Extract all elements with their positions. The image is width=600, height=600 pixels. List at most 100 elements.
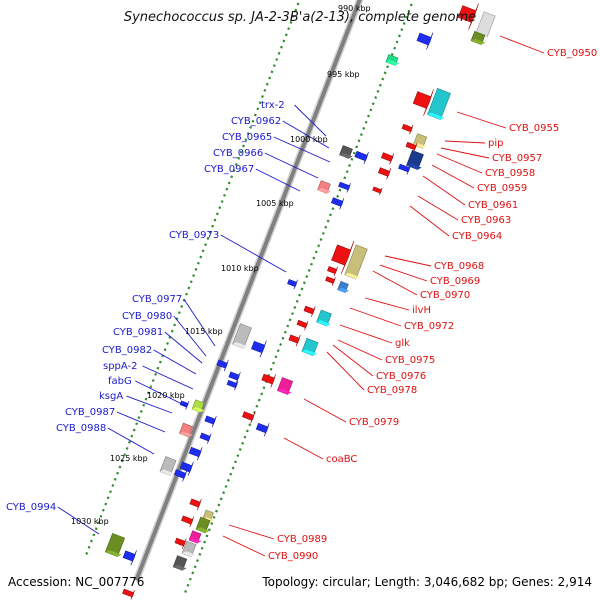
- minor-tick-left: [223, 193, 226, 197]
- gene-label-left: CYB_0962: [231, 116, 281, 127]
- minor-tick-right: [302, 281, 306, 285]
- minor-tick-right: [357, 139, 361, 143]
- backbone-line: [134, 0, 362, 582]
- minor-tick-left: [204, 243, 207, 247]
- gene-leader-right: [436, 153, 483, 174]
- gene-feature-tile-top: [316, 320, 331, 327]
- gene-leader-right: [337, 339, 383, 361]
- gene-label-right: CYB_0975: [385, 355, 435, 366]
- minor-tick-left: [294, 8, 298, 12]
- minor-tick-right: [369, 108, 373, 112]
- gene-feature-tile-top: [159, 469, 175, 476]
- minor-tick-right: [321, 231, 325, 235]
- minor-tick-right: [378, 83, 382, 87]
- minor-tick-left: [180, 305, 184, 308]
- gene-leader-right: [332, 344, 374, 377]
- minor-tick-right: [286, 324, 290, 328]
- minor-tick-right: [191, 571, 195, 575]
- minor-tick-left: [120, 459, 124, 463]
- minor-tick-right: [226, 478, 230, 482]
- minor-tick-right: [269, 367, 273, 371]
- minor-tick-left: [192, 274, 196, 278]
- minor-tick-left: [196, 261, 200, 265]
- minor-tick-right: [200, 546, 204, 550]
- minor-tick-right: [222, 491, 226, 495]
- gene-feature-reverse: [372, 186, 383, 196]
- gene-label-left: trx-2: [261, 100, 285, 111]
- label-layer: 990 kbp 995 kbp 1000 kbp 1005 kbp 1010 kbp 10…: [6, 4, 597, 562]
- gene-feature-reverse: [325, 276, 336, 286]
- minor-tick-left: [144, 397, 148, 401]
- minor-tick-left: [280, 45, 283, 49]
- minor-tick-right: [219, 497, 223, 501]
- gene-label-left: CYB_0988: [56, 423, 106, 434]
- minor-tick-right: [348, 164, 351, 167]
- minor-tick-left: [211, 224, 215, 228]
- minor-tick-left: [139, 409, 143, 413]
- gene-feature-forward: [204, 415, 217, 428]
- minor-tick-right: [317, 244, 321, 248]
- kbp-tick-label: 1000 kbp: [290, 135, 328, 144]
- minor-tick-left: [185, 292, 188, 296]
- minor-tick-left: [128, 440, 131, 444]
- minor-tick-left: [147, 391, 150, 395]
- minor-tick-left: [206, 237, 210, 240]
- gene-feature-tile-top: [385, 59, 400, 66]
- minor-tick-right: [295, 299, 299, 303]
- gene-feature-reverse: [401, 123, 414, 135]
- minor-tick-right: [390, 52, 394, 56]
- minor-tick-left: [201, 249, 205, 253]
- minor-tick-left: [170, 329, 174, 333]
- gene-feature-tile-top: [277, 388, 292, 395]
- gene-leader-left: [116, 411, 166, 433]
- backbone-layer: [133, 0, 364, 582]
- gene-feature-reverse: [331, 240, 355, 275]
- gene-leader-left: [255, 168, 301, 192]
- gene-leader-right: [372, 270, 418, 296]
- minor-tick-right: [402, 22, 406, 25]
- gene-feature-reverse: [377, 167, 392, 180]
- gene-feature-tile-top: [192, 407, 205, 413]
- minor-tick-left: [94, 527, 98, 531]
- minor-tick-right: [255, 404, 259, 408]
- minor-tick-left: [251, 119, 255, 123]
- minor-tick-right: [345, 170, 349, 174]
- gene-leader-right: [440, 147, 490, 159]
- gene-label-right: CYB_0970: [420, 290, 470, 301]
- gene-leader-right: [326, 351, 365, 391]
- gene-leader-right: [228, 524, 275, 540]
- minor-tick-left: [99, 514, 103, 518]
- gene-label-right: CYB_0959: [477, 183, 527, 194]
- minor-tick-right: [234, 460, 237, 464]
- gene-leader-right: [222, 535, 266, 557]
- gene-label-right: CYB_0979: [349, 417, 399, 428]
- gene-label-right: CYB_0957: [492, 153, 542, 164]
- gene-label-right: CYB_0968: [434, 261, 484, 272]
- gene-leader-left: [173, 315, 207, 357]
- minor-tick-right: [215, 509, 218, 513]
- kbp-tick-label: 1010 kbp: [221, 264, 259, 273]
- gene-label-left: fabG: [108, 376, 132, 387]
- gene-leader-right: [303, 398, 347, 423]
- minor-tick-right: [383, 71, 387, 75]
- gene-leader-right: [456, 111, 507, 129]
- gene-label-left: ksgA: [99, 391, 123, 402]
- minor-tick-right: [314, 250, 318, 254]
- gene-feature-forward: [173, 469, 188, 482]
- minor-tick-left: [135, 422, 139, 426]
- minor-tick-right: [229, 472, 233, 476]
- minor-tick-left: [149, 385, 153, 389]
- minor-tick-left: [111, 484, 115, 487]
- minor-tick-right: [300, 287, 304, 291]
- minor-tick-right: [371, 102, 375, 106]
- gene-label-left: CYB_0980: [122, 311, 172, 322]
- minor-tick-left: [282, 39, 286, 43]
- gene-label-right: CYB_0972: [404, 321, 454, 332]
- minor-tick-right: [367, 114, 370, 118]
- minor-tick-right: [397, 34, 401, 38]
- minor-tick-right: [310, 262, 313, 266]
- gene-feature-forward: [330, 197, 345, 210]
- minor-tick-right: [326, 219, 330, 223]
- gene-leader-left: [282, 120, 330, 149]
